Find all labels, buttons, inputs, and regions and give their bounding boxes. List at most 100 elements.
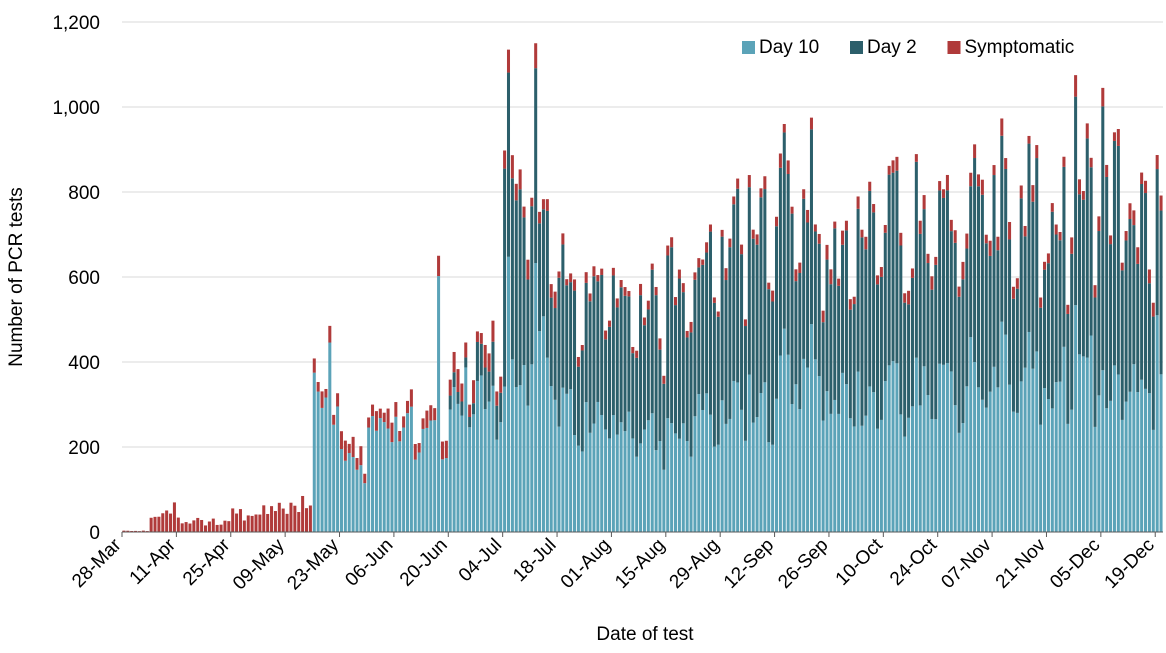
bar-segment-day-10: [627, 411, 631, 532]
bar-segment-day-2: [1120, 270, 1124, 420]
bar-segment-day-2: [553, 308, 557, 400]
bar-segment-day-10: [1062, 346, 1066, 532]
bar-segment-day-2: [549, 297, 553, 387]
bar-segment-day-2: [635, 357, 639, 457]
bar-segment-day-10: [491, 385, 495, 532]
bar-segment-symptomatic: [1132, 210, 1136, 226]
legend-swatch: [742, 41, 755, 54]
bar-segment-day-2: [705, 252, 709, 394]
bar-segment-day-10: [646, 420, 650, 532]
bar-segment-day-10: [374, 430, 378, 532]
bar-segment-day-2: [837, 285, 841, 414]
bar-segment-symptomatic: [157, 516, 161, 532]
bar-segment-symptomatic: [670, 237, 674, 248]
bar-segment-symptomatic: [316, 382, 320, 392]
bar-segment-symptomatic: [852, 296, 856, 305]
bar-segment-day-2: [778, 167, 782, 356]
bar-segment-symptomatic: [207, 521, 211, 532]
bar-segment-symptomatic: [339, 431, 343, 450]
bar-segment-day-2: [1015, 288, 1019, 413]
bar-segment-day-2: [642, 325, 646, 430]
bar-segment-day-10: [444, 458, 448, 532]
bar-segment-day-2: [1043, 269, 1047, 389]
bar-segment-day-10: [1120, 419, 1124, 532]
bar-segment-day-10: [472, 414, 476, 532]
bar-segment-day-10: [565, 393, 569, 532]
bar-segment-symptomatic: [969, 172, 973, 187]
bar-segment-day-2: [891, 172, 895, 362]
bar-segment-day-2: [604, 339, 608, 430]
bar-segment-symptomatic: [650, 263, 654, 270]
bar-segment-day-2: [510, 178, 514, 360]
bar-segment-symptomatic: [122, 530, 126, 532]
y-tick-label: 800: [68, 183, 100, 204]
bar-segment-day-2: [751, 238, 755, 423]
legend-swatch: [850, 41, 863, 54]
bar-segment-symptomatic: [281, 508, 285, 532]
bar-segment-day-2: [530, 206, 534, 365]
bar-segment-day-2: [969, 186, 973, 338]
bar-segment-day-10: [437, 276, 441, 532]
bar-segment-day-10: [530, 364, 534, 532]
bar-segment-day-2: [1077, 194, 1081, 355]
bar-segment-day-10: [611, 415, 615, 532]
x-tick-label: 06-Jun: [341, 535, 397, 591]
bar-segment-day-2: [1128, 219, 1132, 392]
bar-segment-day-2: [1058, 240, 1062, 382]
bar-segment-symptomatic: [1085, 123, 1089, 139]
bar-segment-day-10: [580, 451, 584, 532]
bar-segment-symptomatic: [273, 511, 277, 532]
bar-segment-day-10: [774, 398, 779, 532]
bar-segment-day-10: [701, 410, 705, 532]
bar-segment-day-10: [1008, 384, 1012, 532]
bar-segment-symptomatic: [751, 229, 755, 239]
bar-segment-day-10: [355, 469, 359, 532]
bar-segment-day-2: [980, 194, 984, 400]
bar-segment-symptomatic: [545, 199, 549, 211]
bar-segment-day-10: [798, 409, 802, 532]
bar-segment-day-10: [817, 376, 821, 532]
bar-segment-day-10: [534, 263, 538, 532]
bar-segment-symptomatic: [895, 156, 899, 171]
bar-segment-symptomatic: [1097, 216, 1101, 232]
bar-segment-day-10: [619, 422, 623, 532]
bar-segment-symptomatic: [328, 325, 332, 343]
bar-segment-symptomatic: [184, 522, 188, 532]
bar-segment-symptomatic: [973, 144, 977, 159]
bar-segment-symptomatic: [394, 402, 398, 417]
bar-segment-day-10: [914, 357, 918, 532]
bar-segment-symptomatic: [615, 298, 619, 308]
bar-segment-day-2: [817, 243, 821, 377]
bar-segment-day-10: [736, 382, 740, 532]
bar-segment-day-2: [1066, 313, 1070, 424]
bar-segment-symptomatic: [592, 266, 596, 277]
bar-segment-symptomatic: [402, 416, 406, 428]
bar-segment-day-10: [844, 384, 848, 532]
bar-segment-day-10: [402, 427, 406, 532]
bar-segment-symptomatic: [464, 342, 468, 358]
bar-segment-symptomatic: [491, 320, 495, 342]
bar-segment-day-2: [794, 281, 798, 385]
bar-segment-symptomatic: [817, 233, 821, 244]
bar-segment-symptomatic: [211, 518, 215, 532]
bar-segment-day-10: [514, 386, 518, 532]
bar-segment-symptomatic: [285, 513, 289, 532]
bar-segment-day-2: [1155, 169, 1159, 316]
bar-segment-day-10: [1128, 391, 1132, 532]
bar-segment-symptomatic: [510, 155, 514, 179]
bar-segment-symptomatic: [1155, 155, 1159, 170]
bar-segment-symptomatic: [576, 356, 580, 367]
bar-segment-day-2: [992, 175, 996, 367]
bars-group: [122, 43, 1163, 532]
bar-segment-day-2: [1116, 145, 1120, 375]
bar-segment-symptomatic: [1074, 75, 1078, 97]
bar-segment-symptomatic: [829, 269, 833, 285]
bar-segment-day-10: [522, 365, 526, 532]
bar-segment-symptomatic: [565, 279, 569, 286]
bar-segment-symptomatic: [825, 244, 829, 260]
bar-segment-day-10: [716, 444, 720, 532]
bar-segment-day-2: [545, 210, 549, 358]
bar-segment-day-10: [938, 363, 942, 532]
bar-segment-day-2: [833, 228, 837, 400]
bar-segment-day-10: [724, 423, 728, 532]
